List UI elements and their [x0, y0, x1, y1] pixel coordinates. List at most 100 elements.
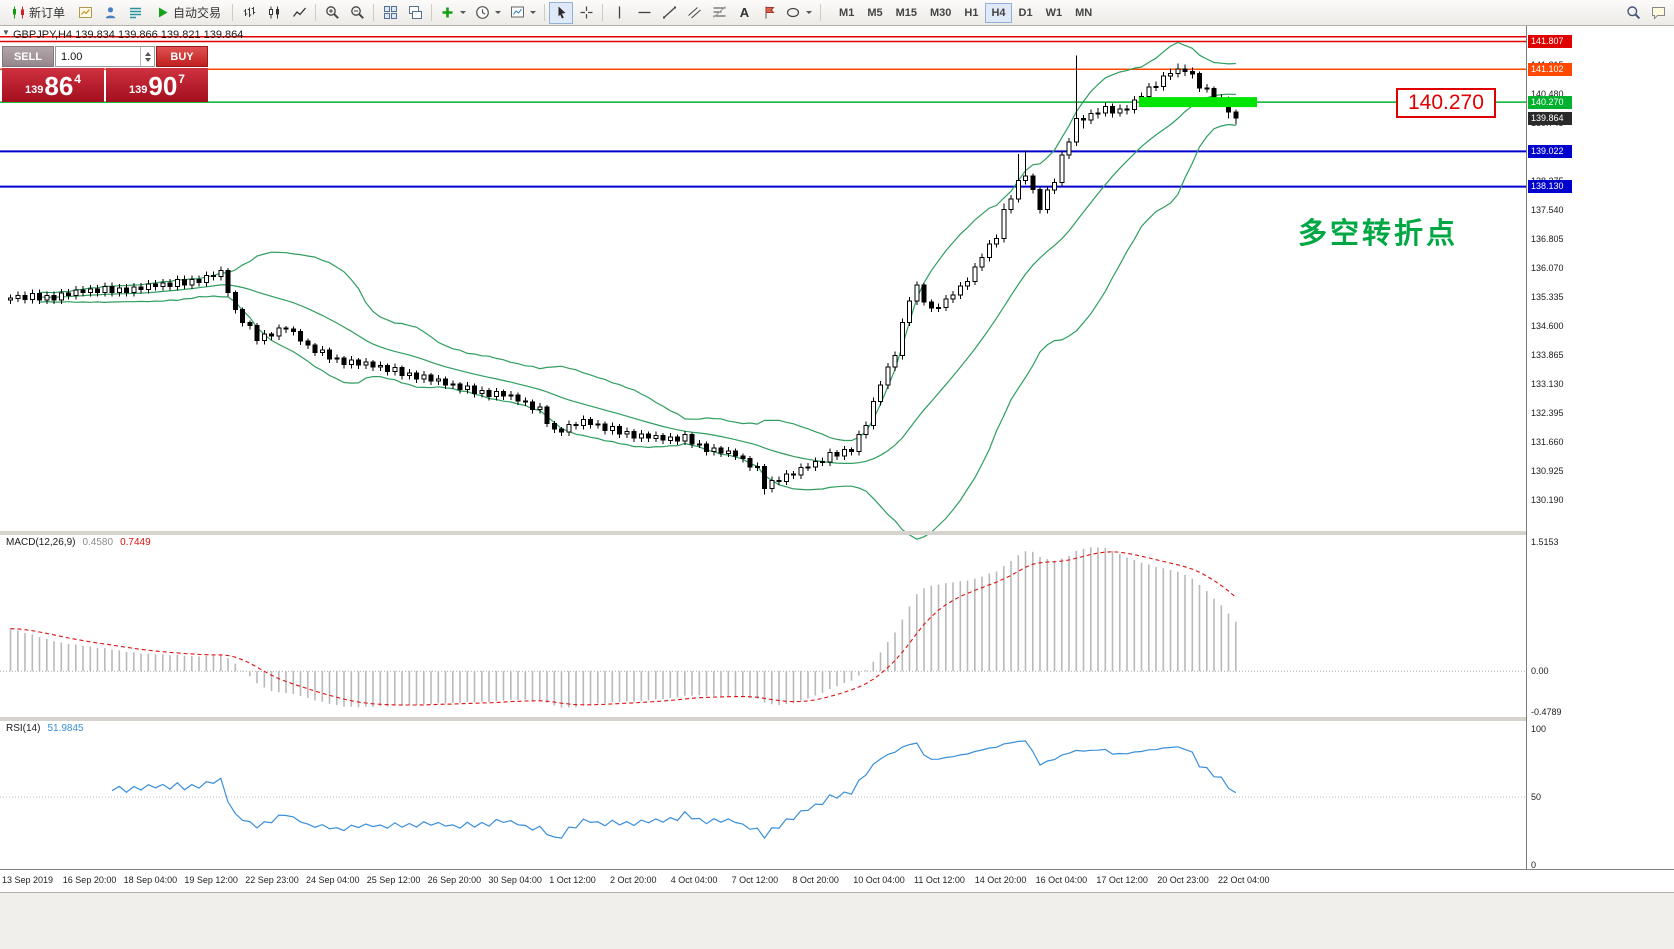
cursor-tool-button[interactable]: [549, 1, 574, 24]
text-tool-button[interactable]: A: [732, 2, 756, 24]
market-watch-button[interactable]: [123, 2, 147, 24]
dropdown-arrow-icon: [460, 11, 467, 14]
search-button[interactable]: [1621, 2, 1645, 24]
new-order-button[interactable]: 新订单: [4, 2, 72, 24]
search-icon: [1626, 6, 1640, 20]
chat-bubble-icon: [1651, 7, 1665, 20]
buy-button[interactable]: BUY: [156, 46, 208, 67]
one-click-trading-panel: SELL 1.00 BUY 139 86 4 139 90 7: [2, 46, 208, 102]
candlestick-chart-button[interactable]: [262, 2, 286, 24]
line-chart-icon: [292, 7, 306, 17]
profiles-button[interactable]: [98, 2, 122, 24]
volume-stepper[interactable]: 1.00: [55, 46, 155, 67]
price-tick-label: 133.130: [1531, 378, 1564, 389]
macd-panel: [0, 547, 1526, 708]
label-tool-button[interactable]: [757, 2, 781, 24]
ask-price-big-digits: 90: [148, 71, 178, 101]
time-tick-label: 16 Oct 04:00: [1035, 875, 1088, 885]
new-chart-button[interactable]: [73, 2, 97, 24]
zoom-in-icon: [325, 6, 339, 19]
line-chart-button[interactable]: [287, 2, 311, 24]
timeframe-d1-button[interactable]: D1: [1013, 3, 1039, 23]
cascade-windows-button[interactable]: [403, 2, 427, 24]
bid-price-tile[interactable]: 139 86 4: [2, 68, 104, 102]
crosshair-icon: [580, 6, 593, 19]
ellipse-shape-icon: [786, 7, 800, 18]
crosshair-tool-button[interactable]: [574, 2, 598, 24]
volume-spin-buttons[interactable]: [140, 47, 154, 66]
time-tick-label: 17 Oct 12:00: [1096, 875, 1148, 885]
chart-window: ▼ GBPJPY,H4 139.834 139.866 139.821 139.…: [0, 26, 1674, 892]
tile-windows-button[interactable]: [378, 2, 402, 24]
timeframe-mn-button[interactable]: MN: [1069, 3, 1098, 23]
autotrading-button[interactable]: 自动交易: [148, 2, 228, 24]
zoom-out-button[interactable]: [345, 2, 369, 24]
timeframe-m1-button[interactable]: M1: [833, 3, 860, 23]
rsi-scale-label: 0: [1531, 860, 1537, 870]
one-click-collapse-arrow[interactable]: ▼: [2, 28, 10, 37]
channel-tool-button[interactable]: [682, 2, 706, 24]
price-callout-box: 140.270: [1396, 88, 1496, 118]
toolbar-separator: [232, 4, 234, 21]
new-chart-icon: [78, 7, 92, 18]
time-tick-label: 30 Sep 04:00: [488, 875, 542, 885]
trendline-icon: [662, 6, 676, 19]
timeframe-h1-button[interactable]: H1: [958, 3, 984, 23]
svg-text:A: A: [739, 5, 749, 20]
price-level-label: 140.270: [1528, 95, 1572, 109]
cursor-icon: [558, 6, 566, 19]
panel-separator[interactable]: [0, 531, 1526, 535]
template-chart-icon: [511, 6, 525, 18]
one-click-top-row: SELL 1.00 BUY: [2, 46, 208, 67]
vertical-line-tool-button[interactable]: [607, 2, 631, 24]
zoom-in-button[interactable]: [320, 2, 344, 24]
text-icon: A: [739, 5, 749, 20]
horizontal-line-tool-button[interactable]: [632, 2, 656, 24]
price-axis[interactable]: 141.215140.480139.745139.010138.275137.5…: [1526, 26, 1674, 870]
fibonacci-tool-button[interactable]: [707, 2, 731, 24]
periods-button[interactable]: [471, 2, 505, 24]
price-chart-plot[interactable]: [0, 26, 1526, 869]
price-tick-label: 131.660: [1531, 436, 1564, 447]
panel-separator[interactable]: [0, 717, 1526, 721]
toolbar-separator: [431, 4, 433, 21]
trendline-tool-button[interactable]: [657, 2, 681, 24]
toolbar-separator: [373, 4, 375, 21]
dropdown-arrow-icon: [495, 11, 502, 14]
spin-down-icon[interactable]: [144, 57, 151, 62]
shapes-tool-button[interactable]: [782, 2, 816, 24]
spin-up-icon[interactable]: [144, 51, 151, 56]
time-tick-label: 7 Oct 12:00: [731, 875, 779, 885]
time-tick-label: 24 Sep 04:00: [306, 875, 360, 885]
new-order-label: 新订单: [29, 6, 66, 20]
chat-button[interactable]: [1646, 2, 1670, 24]
autotrading-label: 自动交易: [173, 6, 222, 20]
time-tick-label: 2 Oct 20:00: [610, 875, 657, 885]
macd-scale-label: -0.4789: [1531, 707, 1562, 717]
timeframe-m15-button[interactable]: M15: [890, 3, 923, 23]
time-tick-label: 26 Sep 20:00: [427, 875, 482, 885]
timeframe-toolbar: M1 M5 M15 M30 H1 H4 D1 W1 MN: [833, 2, 1098, 23]
timeframe-h4-button[interactable]: H4: [985, 2, 1012, 23]
timeframe-m5-button[interactable]: M5: [861, 3, 888, 23]
sell-button[interactable]: SELL: [2, 46, 54, 67]
indicators-button[interactable]: [436, 2, 470, 24]
one-click-price-row: 139 86 4 139 90 7: [2, 68, 208, 102]
templates-button[interactable]: [506, 2, 540, 24]
rsi-panel: [0, 740, 1526, 840]
time-axis[interactable]: 13 Sep 2019 16 Sep 20:00 18 Sep 04:00 19 Se…: [0, 869, 1674, 892]
time-tick-label: 10 Oct 04:00: [853, 875, 905, 885]
time-tick-label: 19 Sep 12:00: [184, 875, 238, 885]
toolbar: 新订单 自动交易: [0, 0, 1674, 26]
label-flag-icon: [765, 6, 775, 19]
price-tick-label: 136.805: [1531, 233, 1564, 244]
price-tick-label: 130.190: [1531, 494, 1564, 505]
timeframe-w1-button[interactable]: W1: [1040, 3, 1069, 23]
rsi-value: 51.9845: [47, 723, 84, 734]
ask-price-tile[interactable]: 139 90 7: [106, 68, 208, 102]
timeframe-m30-button[interactable]: M30: [924, 3, 957, 23]
price-level-label: 138.130: [1528, 180, 1572, 194]
price-tick-label: 130.925: [1531, 465, 1564, 476]
bar-chart-button[interactable]: [237, 2, 261, 24]
macd-indicator-label: MACD(12,26,9) 0.4580 0.7449: [6, 537, 151, 548]
